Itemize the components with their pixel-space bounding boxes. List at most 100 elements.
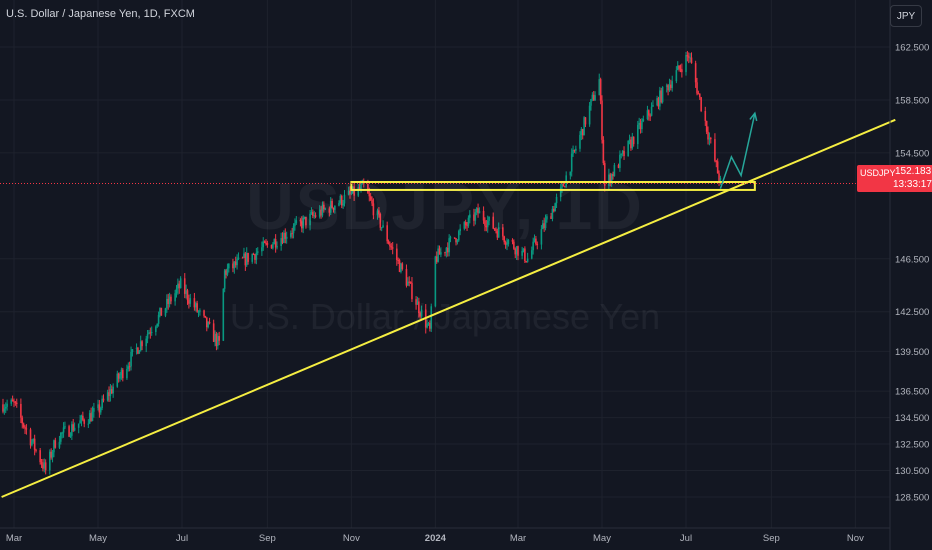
candle-body xyxy=(665,85,668,87)
candle-body xyxy=(440,252,442,255)
y-tick-label: 130.500 xyxy=(895,466,929,477)
candle-body xyxy=(715,160,718,162)
candle-body xyxy=(386,225,388,242)
candle-body xyxy=(411,282,413,300)
candle-body xyxy=(418,301,420,314)
candle-body xyxy=(155,326,157,332)
candle-body xyxy=(6,403,8,407)
candle-body xyxy=(435,256,438,262)
candle-body xyxy=(572,149,574,154)
candle-body xyxy=(382,225,384,228)
candle-body xyxy=(438,248,441,255)
y-tick-label: 128.500 xyxy=(895,493,929,504)
candle-body xyxy=(331,200,333,208)
candle-body xyxy=(178,283,181,289)
candle-body xyxy=(401,263,404,270)
candle-body xyxy=(159,307,161,315)
candle-body xyxy=(371,199,373,204)
candle-body xyxy=(608,174,610,186)
candle-body xyxy=(272,244,274,249)
candle-body xyxy=(204,315,207,318)
candle-body xyxy=(632,136,635,145)
candle-body xyxy=(486,220,489,228)
candle-body xyxy=(449,237,452,239)
candle-body xyxy=(40,462,43,465)
candle-body xyxy=(110,389,113,394)
candle-body xyxy=(427,322,430,324)
candle-body xyxy=(580,129,583,135)
instrument-name-watermark: U.S. Dollar / Japanese Yen xyxy=(229,296,661,337)
candle-body xyxy=(218,336,220,341)
candle-body xyxy=(20,403,22,418)
candle-body xyxy=(694,63,697,83)
candle-body xyxy=(340,195,343,206)
candle-body xyxy=(517,246,519,256)
candle-body xyxy=(214,333,216,342)
candle-body xyxy=(485,225,488,228)
candle-body xyxy=(700,97,702,112)
candle-body xyxy=(670,84,672,88)
candle-body xyxy=(233,261,236,269)
candle-body xyxy=(475,208,478,213)
currency-button[interactable]: JPY xyxy=(890,5,922,27)
chart-title: U.S. Dollar / Japanese Yen, 1D, FXCM xyxy=(6,8,195,20)
candle-body xyxy=(495,229,497,232)
candle-body xyxy=(714,139,716,161)
x-tick-label: Sep xyxy=(259,533,276,544)
candle-body xyxy=(32,438,35,442)
candle-body xyxy=(380,227,383,229)
candle-body xyxy=(686,55,689,57)
candle-body xyxy=(90,413,92,422)
candle-body xyxy=(2,404,4,412)
x-tick-label: Nov xyxy=(343,533,360,544)
candle-body xyxy=(482,210,485,221)
candle-body xyxy=(53,440,55,453)
candle-body xyxy=(426,323,428,328)
candle-body xyxy=(445,247,448,253)
candle-body xyxy=(273,239,276,245)
candle-body xyxy=(255,252,258,260)
candle-body xyxy=(569,171,572,176)
candle-body xyxy=(4,406,7,409)
candle-body xyxy=(225,270,227,275)
candle-body xyxy=(166,298,168,309)
candle-body xyxy=(256,251,259,253)
candle-body xyxy=(398,260,401,272)
candle-body xyxy=(50,451,52,458)
candle-body xyxy=(387,241,390,245)
candle-body xyxy=(496,231,499,238)
candle-body xyxy=(321,204,324,216)
candle-body xyxy=(638,122,640,125)
candle-body xyxy=(167,298,170,305)
candle-body xyxy=(102,398,105,401)
candle-body xyxy=(228,263,230,269)
candle-body xyxy=(42,464,44,469)
candle-body xyxy=(93,408,95,412)
candle-body xyxy=(314,215,317,217)
candle-body xyxy=(467,217,470,226)
candle-body xyxy=(473,214,475,221)
candle-body xyxy=(13,401,15,403)
bar-countdown: 13:33:17 xyxy=(893,179,932,190)
candle-body xyxy=(464,222,467,226)
candle-body xyxy=(369,196,372,200)
candle-body xyxy=(685,55,687,73)
candle-body xyxy=(179,278,182,289)
candle-body xyxy=(620,153,623,155)
candle-body xyxy=(205,317,208,328)
x-tick-label: Mar xyxy=(510,533,526,544)
candle-body xyxy=(650,106,653,116)
candle-body xyxy=(276,245,278,248)
candle-body xyxy=(160,307,163,316)
candle-body xyxy=(659,90,661,107)
x-tick-label: Mar xyxy=(6,533,22,544)
candle-body xyxy=(197,311,200,313)
candle-body xyxy=(215,333,218,346)
candle-body xyxy=(245,252,248,266)
candle-body xyxy=(623,150,625,157)
x-tick-label: Jul xyxy=(680,533,692,544)
price-tag-symbol: USDJPY xyxy=(860,168,896,178)
candle-body xyxy=(98,404,101,413)
candle-body xyxy=(226,268,229,275)
